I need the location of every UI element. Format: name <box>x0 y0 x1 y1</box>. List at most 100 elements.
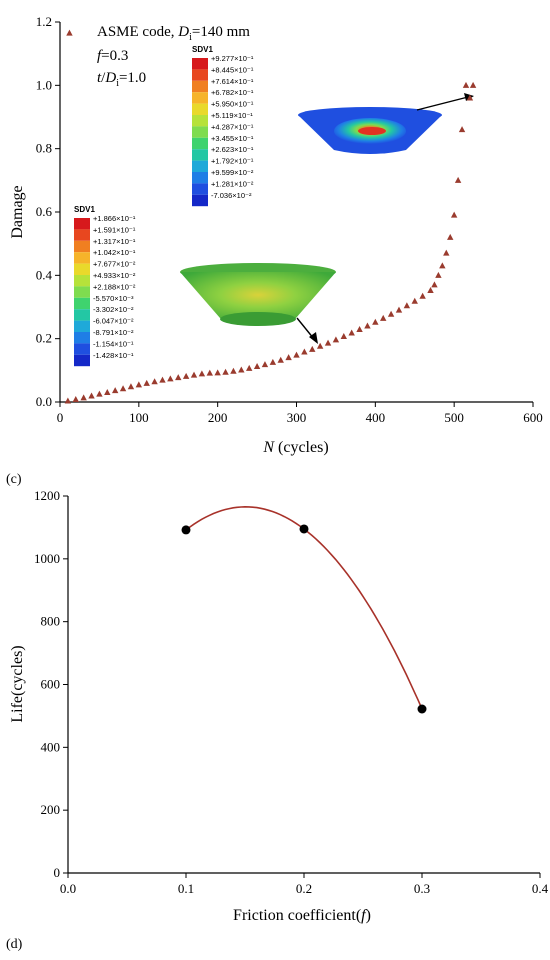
damage-point <box>64 397 72 404</box>
legend-label: -7.036×10⁻² <box>211 191 252 200</box>
damage-point <box>364 322 371 329</box>
c-y-tick-group: 0.0 0.2 0.4 0.6 0.8 1.0 1.2 <box>36 14 60 409</box>
legend-swatch <box>74 297 90 310</box>
damage-point <box>403 302 411 309</box>
damage-point <box>175 374 182 381</box>
damage-point <box>143 379 150 386</box>
damage-point <box>431 281 438 288</box>
d-y-axis-label: Life(cycles) <box>9 645 26 722</box>
damage-point <box>111 387 119 394</box>
d-x-axis-label: Friction coefficient(f) <box>233 907 371 924</box>
legend-label: +6.782×10⁻¹ <box>211 88 254 97</box>
legend-label: +5.119×10⁻¹ <box>211 111 253 120</box>
damage-point <box>340 332 347 339</box>
damage-point <box>348 329 355 336</box>
damage-point <box>135 381 143 388</box>
legend-label: -1.154×10⁻¹ <box>93 339 134 348</box>
legend-label: +1.042×10⁻¹ <box>93 248 136 257</box>
legend-swatch <box>192 92 208 104</box>
legend-swatch <box>192 160 208 172</box>
legend-swatch <box>192 126 208 138</box>
inset-contour-lower <box>180 263 336 326</box>
legend-label: -1.428×10⁻¹ <box>93 351 134 360</box>
legend-label: +9.277×10⁻¹ <box>211 54 254 63</box>
legend-swatch <box>192 172 208 184</box>
damage-point <box>293 351 300 358</box>
damage-point <box>454 176 462 183</box>
damage-point <box>411 297 418 304</box>
c-y-axis-label: Damage <box>9 185 26 238</box>
damage-point <box>214 369 221 376</box>
c-y-tick-label: 1.2 <box>36 14 52 29</box>
life-points <box>181 524 427 714</box>
lower-arrow-head <box>309 332 318 344</box>
damage-point <box>66 29 73 36</box>
legend-swatch <box>192 58 208 70</box>
d-y-tick-label: 200 <box>41 802 61 817</box>
legend-swatch <box>192 194 208 207</box>
damage-point <box>72 395 79 402</box>
legend-swatch <box>192 103 208 115</box>
legend-swatch <box>192 183 208 195</box>
legend-swatch <box>74 332 90 344</box>
legend-label: +4.287×10⁻¹ <box>211 122 254 131</box>
damage-point <box>439 262 446 269</box>
damage-point <box>159 376 166 383</box>
d-y-tick-label: 400 <box>41 739 61 754</box>
legend-swatch <box>74 354 90 367</box>
legend-swatch <box>74 240 90 253</box>
c-y-tick-label: 1.0 <box>36 77 52 92</box>
damage-point <box>443 249 450 256</box>
d-y-tick-label: 800 <box>41 614 61 629</box>
damage-point <box>96 390 103 397</box>
legend-swatch <box>192 149 208 161</box>
legend-label: +2.623×10⁻¹ <box>211 145 254 154</box>
legend-swatch <box>74 343 90 355</box>
damage-point <box>151 378 158 385</box>
c-x-tick-label: 0 <box>57 410 64 425</box>
legend-label: -5.570×10⁻³ <box>93 294 134 303</box>
legend-label: +3.455×10⁻¹ <box>211 134 254 143</box>
life-chart: 0.0 0.1 0.2 0.3 0.4 0 200 400 600 800 1000 1200 Li… <box>6 488 549 952</box>
c-x-tick-label: 600 <box>523 410 543 425</box>
damage-point <box>285 354 292 361</box>
c-x-tick-group: 0 100 200 300 400 500 600 <box>57 402 543 425</box>
c-y-tick-label: 0.0 <box>36 394 52 409</box>
legend-swatch <box>74 309 90 321</box>
damage-point <box>88 392 95 399</box>
damage-point <box>269 358 277 365</box>
damage-point <box>301 348 308 355</box>
lower-legend-title: SDV1 <box>74 205 95 214</box>
d-x-tick-group: 0.0 0.1 0.2 0.3 0.4 <box>60 873 549 896</box>
damage-point <box>462 81 470 88</box>
c-x-tick-label: 200 <box>208 410 228 425</box>
damage-point <box>458 126 466 133</box>
legend-label: +1.866×10⁻¹ <box>93 214 136 223</box>
legend-label: +2.188×10⁻² <box>93 282 136 291</box>
legend-label: +7.677×10⁻² <box>93 260 136 269</box>
legend-label: +1.317×10⁻¹ <box>93 237 136 246</box>
damage-point <box>198 370 206 377</box>
d-y-tick-group: 0 200 400 600 800 1000 1200 <box>34 488 68 880</box>
lower-model-base <box>220 312 296 326</box>
c-annotation-line1: ASME code, Di=140 mm <box>97 24 250 43</box>
legend-swatch <box>74 320 90 332</box>
legend-swatch <box>192 137 208 150</box>
damage-point <box>427 287 434 294</box>
legend-label: +5.950×10⁻¹ <box>211 100 254 109</box>
damage-point <box>316 342 324 349</box>
legend-swatch <box>74 229 90 241</box>
c-annotation-line2: f=0.3 <box>97 48 128 64</box>
damage-point <box>167 375 174 382</box>
legend-label: +1.281×10⁻² <box>211 179 254 188</box>
legend-swatch <box>74 252 90 264</box>
damage-point <box>395 306 403 313</box>
d-y-tick-label: 600 <box>41 677 61 692</box>
upper-legend: +9.277×10⁻¹ +8.445×10⁻¹ +7.614×10⁻¹ +6.782×… <box>192 54 254 207</box>
legend-swatch <box>74 263 90 275</box>
legend-swatch <box>192 80 208 93</box>
damage-point <box>206 369 213 376</box>
damage-point <box>246 364 253 371</box>
d-x-tick-label: 0.4 <box>532 881 549 896</box>
damage-point <box>450 211 458 218</box>
